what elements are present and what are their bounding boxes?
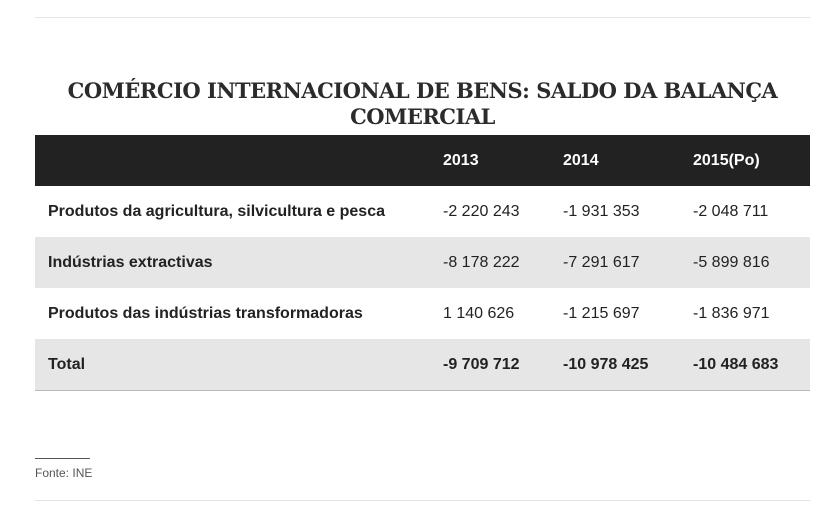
table-row: Produtos da agricultura, silvicultura e … <box>35 186 810 237</box>
cell: -5 899 816 <box>693 237 810 288</box>
header-row: 2013 2014 2015(Po) <box>35 135 810 186</box>
header-empty <box>35 135 443 186</box>
header-2015: 2015(Po) <box>693 135 810 186</box>
cell: -8 178 222 <box>443 237 563 288</box>
header-2014: 2014 <box>563 135 693 186</box>
cell: -9 709 712 <box>443 339 563 391</box>
table-row: Produtos das indústrias transformadoras … <box>35 288 810 339</box>
bottom-divider <box>35 500 810 501</box>
cell: -7 291 617 <box>563 237 693 288</box>
footnote-divider <box>35 458 90 459</box>
cell: -1 836 971 <box>693 304 770 322</box>
cell: -10 484 683 <box>693 339 810 391</box>
table-title: COMÉRCIO INTERNACIONAL DE BENS: SALDO DA… <box>67 78 778 129</box>
cell: 1 140 626 <box>443 304 515 322</box>
cell: -10 978 425 <box>563 339 693 391</box>
cell: -2 220 243 <box>443 202 520 220</box>
row-label: Indústrias extractivas <box>35 237 443 288</box>
header-2013: 2013 <box>443 135 563 186</box>
trade-balance-table: 2013 2014 2015(Po) Produtos da agricultu… <box>35 135 810 391</box>
cell: -2 048 711 <box>693 202 769 220</box>
row-label: Total <box>35 339 443 391</box>
cell: -1 215 697 <box>563 304 640 322</box>
row-label: Produtos das indústrias transformadoras <box>48 304 363 322</box>
table-row: Indústrias extractivas -8 178 222 -7 291… <box>35 237 810 288</box>
cell: -1 931 353 <box>563 202 640 220</box>
total-row: Total -9 709 712 -10 978 425 -10 484 683 <box>35 339 810 391</box>
source-note: Fonte: INE <box>35 466 93 480</box>
row-label: Produtos da agricultura, silvicultura e … <box>48 202 385 220</box>
top-divider <box>35 17 810 18</box>
